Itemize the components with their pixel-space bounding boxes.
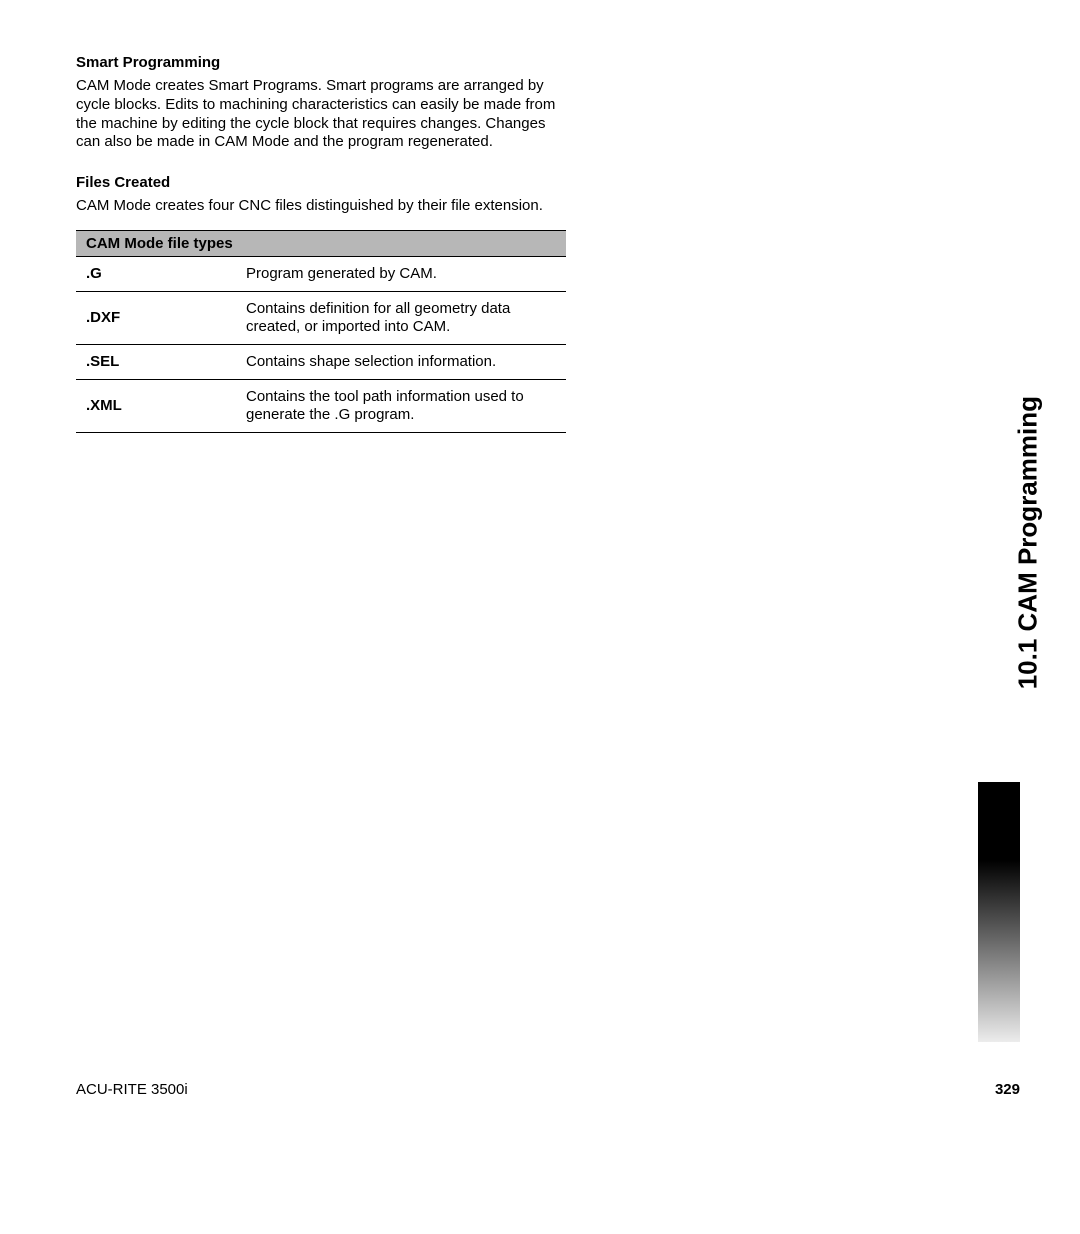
body-files-created: CAM Mode creates four CNC files distingu… <box>76 197 566 216</box>
desc-cell: Program generated by CAM. <box>236 256 566 291</box>
ext-cell: .SEL <box>76 344 236 379</box>
thumb-tab-gradient <box>978 782 1020 1042</box>
footer-product: ACU-RITE 3500i <box>76 1081 188 1098</box>
heading-smart-programming: Smart Programming <box>76 54 566 71</box>
ext-cell: .XML <box>76 379 236 432</box>
side-tab-text: 10.1 CAM Programming <box>1012 396 1043 689</box>
desc-cell: Contains definition for all geometry dat… <box>236 291 566 344</box>
table-row: .XML Contains the tool path information … <box>76 379 566 432</box>
ext-cell: .G <box>76 256 236 291</box>
table-row: .G Program generated by CAM. <box>76 256 566 291</box>
side-tab: 10.1 CAM Programming <box>980 46 1020 396</box>
table-row: .SEL Contains shape selection informatio… <box>76 344 566 379</box>
table-row: .DXF Contains definition for all geometr… <box>76 291 566 344</box>
table-title: CAM Mode file types <box>76 230 566 256</box>
main-content: Smart Programming CAM Mode creates Smart… <box>76 54 566 433</box>
page-number: 329 <box>995 1081 1020 1098</box>
file-types-table: CAM Mode file types .G Program generated… <box>76 230 566 433</box>
body-smart-programming: CAM Mode creates Smart Programs. Smart p… <box>76 77 566 152</box>
desc-cell: Contains shape selection information. <box>236 344 566 379</box>
desc-cell: Contains the tool path information used … <box>236 379 566 432</box>
footer: ACU-RITE 3500i 329 <box>76 1081 1020 1098</box>
heading-files-created: Files Created <box>76 174 566 191</box>
ext-cell: .DXF <box>76 291 236 344</box>
table-header-row: CAM Mode file types <box>76 230 566 256</box>
